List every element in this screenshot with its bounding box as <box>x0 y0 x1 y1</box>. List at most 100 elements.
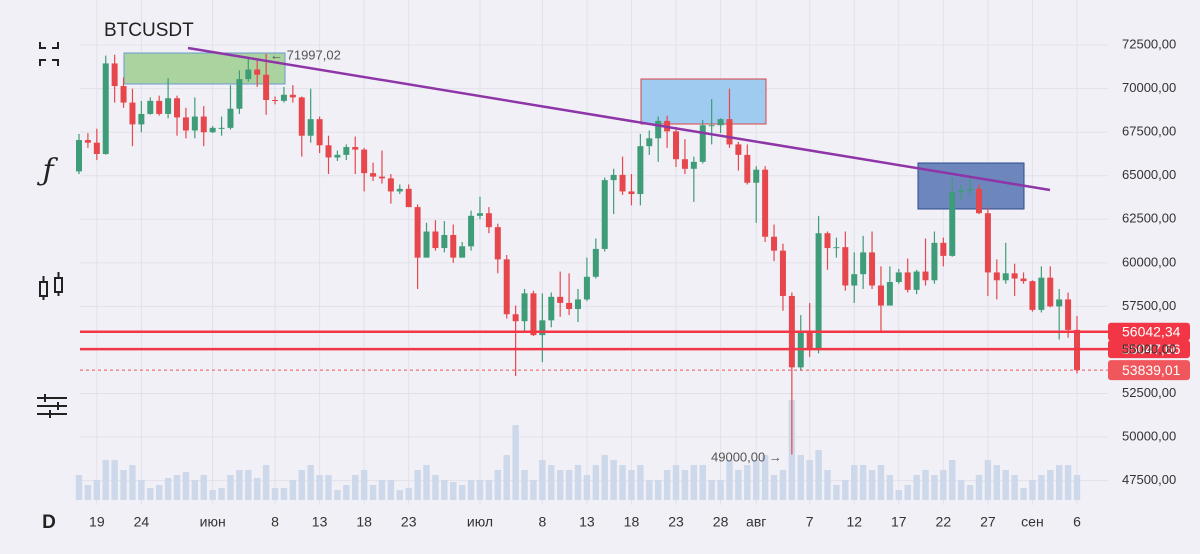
volume-bar <box>708 480 715 500</box>
candle-body <box>958 190 965 193</box>
volume-bar <box>1064 465 1072 500</box>
candle <box>272 96 279 105</box>
candle-body <box>735 144 742 155</box>
candle-body <box>539 320 546 336</box>
candle-body <box>361 149 368 174</box>
candle-body <box>378 176 385 179</box>
volume-bar <box>806 460 813 500</box>
candle <box>476 196 483 220</box>
candle <box>227 85 234 130</box>
candle-body <box>726 119 733 145</box>
volume-bar <box>218 488 225 500</box>
volume-bar <box>833 485 840 500</box>
candle <box>423 222 430 258</box>
volume-bar <box>815 450 822 500</box>
volume-bar <box>494 470 502 500</box>
candle <box>886 266 893 306</box>
candle <box>298 96 305 157</box>
candle <box>156 95 163 116</box>
volume-bar <box>111 460 118 500</box>
candle <box>762 166 769 242</box>
volume-bar <box>744 465 751 500</box>
candle-body <box>272 99 279 101</box>
candle <box>441 221 448 253</box>
volume-bar <box>182 472 190 500</box>
candle <box>111 54 118 103</box>
candle <box>637 133 644 206</box>
candle-body <box>503 259 510 315</box>
candle <box>209 126 216 134</box>
candle <box>681 139 688 175</box>
range-box[interactable] <box>640 78 767 125</box>
volume-bar <box>690 465 698 500</box>
settings-icon[interactable] <box>37 394 67 418</box>
candle <box>842 231 849 291</box>
volume-bar <box>120 470 127 500</box>
volume-bar <box>895 490 902 500</box>
fullscreen-icon[interactable] <box>39 42 59 66</box>
y-tick-label: 57500,00 <box>1122 298 1176 313</box>
candle-body <box>530 293 537 336</box>
candle-body <box>396 188 403 192</box>
candle <box>120 77 127 108</box>
y-tick-label: 65000,00 <box>1122 167 1176 182</box>
candle-body <box>334 154 341 158</box>
volume-bar <box>289 480 297 500</box>
candle <box>583 257 590 302</box>
volume-bar <box>663 470 671 500</box>
volume-bar <box>209 490 216 500</box>
volume-bar <box>966 485 974 500</box>
candle <box>601 177 608 252</box>
candle-body <box>129 102 136 125</box>
candle-body <box>209 127 216 133</box>
candle <box>940 237 947 267</box>
candle-body <box>1002 273 1009 281</box>
volume-bar <box>280 488 288 500</box>
volume-bar <box>868 470 876 500</box>
volume-bar <box>423 465 430 500</box>
candle <box>84 133 91 148</box>
range-box[interactable] <box>123 52 286 85</box>
x-tick-label: июн <box>200 514 226 530</box>
volume-bar <box>245 470 252 500</box>
volume-bar <box>886 475 894 500</box>
volume-bar <box>378 480 386 500</box>
volume-bar <box>779 470 787 500</box>
candle <box>610 168 617 215</box>
trend-line[interactable] <box>187 46 1051 192</box>
candle <box>869 231 876 289</box>
candle-body <box>343 147 350 155</box>
candle <box>895 268 902 284</box>
candle <box>557 271 564 317</box>
candle <box>405 184 412 208</box>
volume-bar <box>726 460 733 500</box>
candle-body <box>984 213 991 273</box>
interval[interactable]: D <box>42 512 56 533</box>
candle-body <box>610 174 617 181</box>
candle-body <box>877 285 884 306</box>
candle <box>361 147 368 192</box>
candle <box>958 184 965 201</box>
x-tick-label: 13 <box>312 514 328 530</box>
candle-body <box>993 272 1000 281</box>
candle-body <box>975 188 982 214</box>
candle-body <box>824 233 831 249</box>
indicator-icon[interactable]: ƒ <box>36 153 58 188</box>
candle <box>468 210 475 251</box>
candle-body <box>1029 281 1036 310</box>
volume-bar <box>173 475 181 500</box>
volume-bar <box>574 465 582 500</box>
candle <box>191 97 198 139</box>
candle <box>1002 242 1009 284</box>
candle-body <box>307 119 314 136</box>
volume-bar <box>450 482 457 500</box>
volume-bar <box>227 475 234 500</box>
candle-body <box>637 146 644 195</box>
price-tag-label: 56042,34 <box>1122 323 1181 339</box>
x-tick-label: 28 <box>713 514 729 530</box>
volume-bar <box>699 465 706 500</box>
volume-bar <box>556 470 564 500</box>
volume-bar <box>672 465 680 500</box>
volume-bar <box>521 470 528 500</box>
